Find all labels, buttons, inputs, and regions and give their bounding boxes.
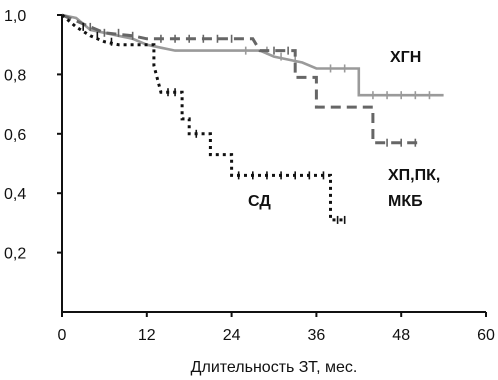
- series-1: [61, 13, 423, 147]
- label-mkb: МКБ: [388, 193, 423, 210]
- y-tick-label: 0,8: [4, 67, 26, 84]
- y-tick-label: 0,6: [4, 127, 26, 144]
- series-line: [61, 13, 423, 145]
- series-0: [61, 13, 444, 100]
- label-xgn: ХГН: [390, 49, 421, 66]
- series-line: [61, 13, 444, 97]
- y-tick-label: 1,0: [4, 8, 26, 25]
- x-tick-label: 0: [58, 327, 67, 344]
- tick-layer: 0 12 24 36 48 60 0,2 0,4 0,6 0,8 1,0: [4, 8, 495, 344]
- x-tick-label: 60: [477, 327, 495, 344]
- x-axis-label: Длительность ЗТ, мес.: [191, 359, 358, 376]
- y-tick-label: 0,2: [4, 246, 26, 263]
- x-tick-label: 24: [223, 327, 241, 344]
- y-tick-label: 0,4: [4, 186, 26, 203]
- series-2: [61, 13, 346, 224]
- series-line: [61, 13, 345, 222]
- series-layer: [61, 13, 444, 224]
- label-sd: СД: [248, 193, 271, 210]
- x-tick-label: 12: [138, 327, 156, 344]
- x-tick-label: 36: [308, 327, 326, 344]
- label-xp-pk: ХП,ПК,: [388, 167, 440, 184]
- x-tick-label: 48: [392, 327, 410, 344]
- axes: [61, 15, 486, 313]
